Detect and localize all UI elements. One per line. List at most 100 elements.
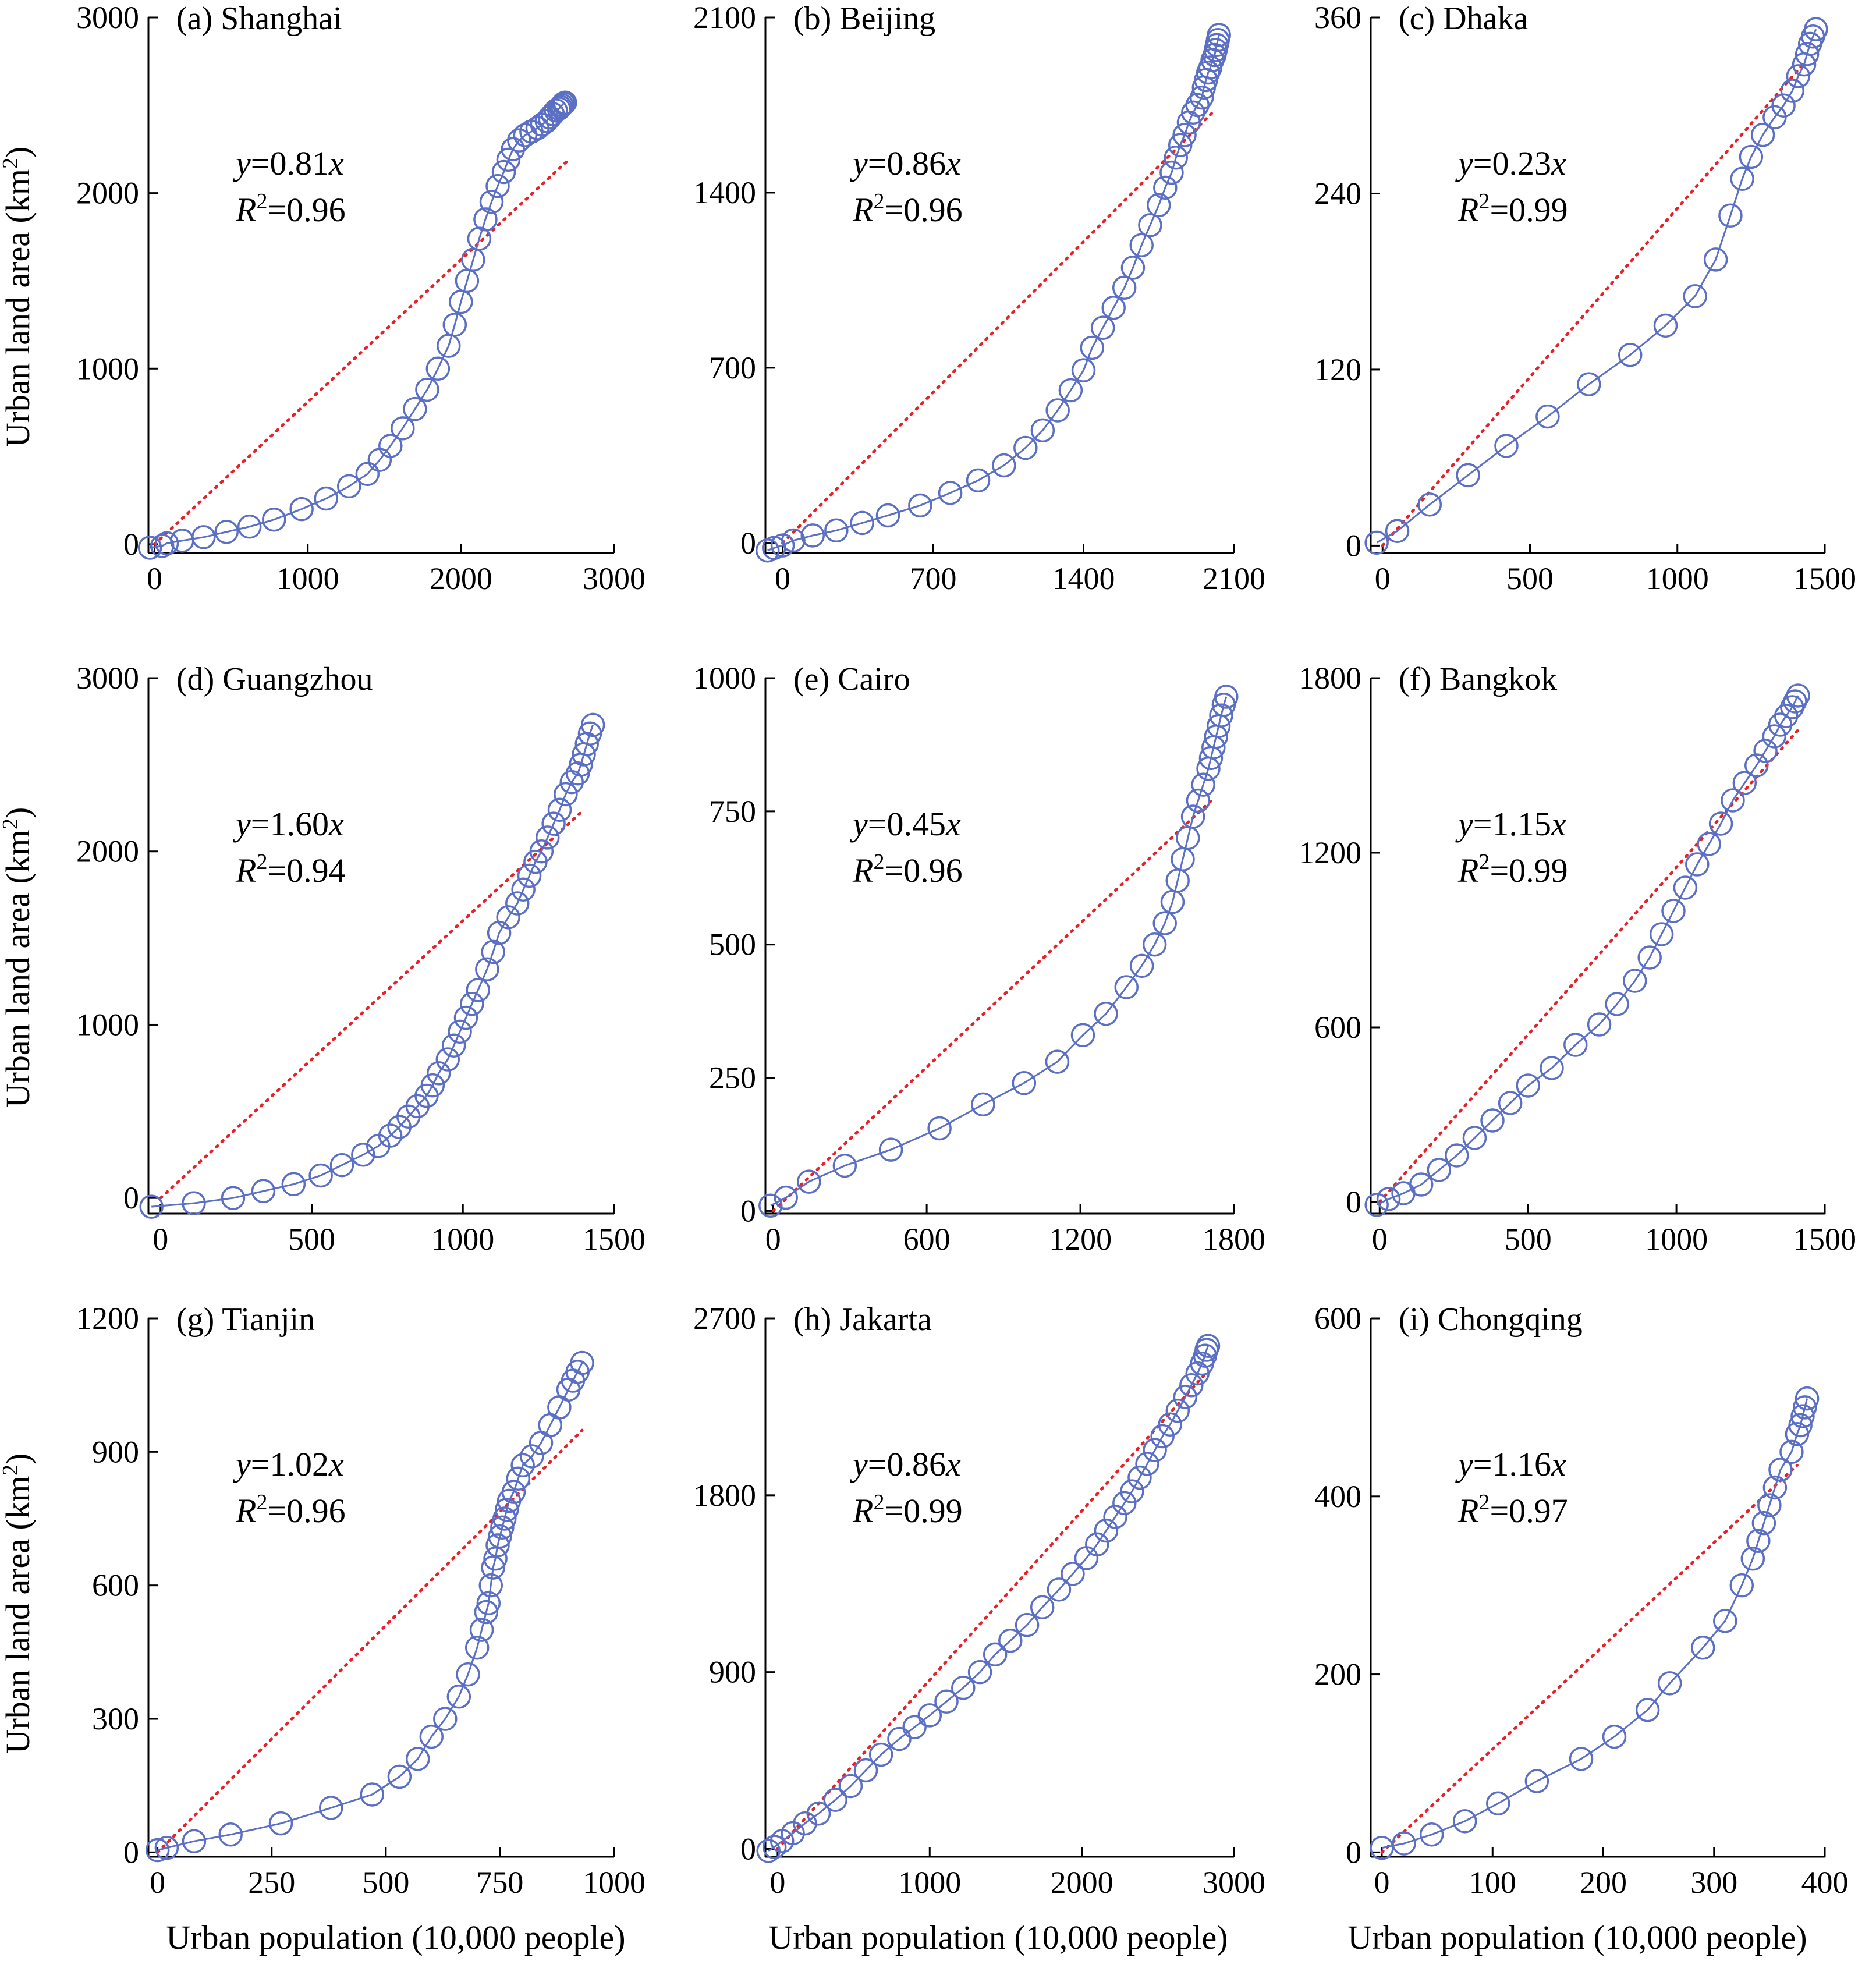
panel-5: 0 600 1200 1800 0 250 500 750 1000 (e) Cairo y=0.4…	[693, 661, 1265, 1257]
data-point	[154, 1835, 179, 1860]
data-point	[1058, 378, 1083, 403]
data-point	[853, 1758, 878, 1783]
fit-equation: y=1.16x	[1455, 1445, 1566, 1483]
data-point	[308, 1163, 333, 1188]
data-point	[547, 797, 572, 822]
r-squared: R2=0.99	[1457, 189, 1568, 229]
x-tick-label: 250	[248, 1865, 295, 1900]
data-point	[758, 1193, 783, 1218]
data-point	[1071, 358, 1096, 382]
data-point	[1120, 256, 1146, 280]
x-tick-label: 1000	[583, 1865, 646, 1900]
data-point	[992, 453, 1016, 478]
series-line	[1376, 695, 1799, 1206]
y-tick-label: 700	[709, 350, 756, 385]
x-tick-label: 1400	[1052, 561, 1115, 596]
series-line	[767, 34, 1220, 552]
data-point	[1732, 771, 1757, 795]
data-point	[927, 1116, 952, 1141]
r-superscript: 2	[873, 189, 884, 214]
data-point	[1683, 284, 1707, 308]
data-point	[510, 1453, 535, 1478]
r-squared: R2=0.96	[852, 850, 963, 889]
y-tick-label: 1000	[76, 351, 139, 386]
data-point	[774, 1185, 798, 1210]
fit-line	[776, 1374, 1205, 1850]
data-point	[1563, 1033, 1588, 1057]
data-point	[1214, 685, 1239, 709]
fit-equation: y=1.15x	[1455, 805, 1566, 843]
series-line	[1381, 1398, 1808, 1849]
y-tick-label: 0	[123, 1180, 139, 1215]
panel-title: (b) Beijing	[793, 1, 935, 37]
data-point	[492, 1506, 517, 1531]
data-point	[1142, 932, 1167, 957]
data-point	[1486, 1791, 1510, 1816]
data-point	[1090, 315, 1115, 340]
data-point	[1112, 1491, 1137, 1516]
data-point	[1094, 1518, 1119, 1543]
data-point	[281, 1172, 306, 1197]
y-tick-label: 0	[1346, 1835, 1361, 1870]
data-point	[351, 1143, 375, 1167]
equation-slope: =1.16	[1473, 1445, 1551, 1483]
data-point	[1129, 953, 1154, 978]
data-point	[479, 189, 504, 214]
r-letter: R	[235, 191, 256, 229]
data-point	[574, 732, 599, 756]
data-point	[1703, 247, 1728, 272]
r-value: =0.94	[267, 852, 345, 889]
data-point	[1427, 1158, 1452, 1182]
r-squared: R2=0.99	[852, 1490, 963, 1530]
data-point	[781, 528, 806, 553]
equation-x: x	[1551, 144, 1566, 182]
y-tick-label: 2700	[693, 1301, 756, 1336]
data-point	[1112, 275, 1137, 300]
data-point	[1708, 811, 1733, 836]
x-tick-label: 600	[903, 1222, 951, 1257]
y-tick-label: 200	[1314, 1657, 1361, 1692]
data-point	[966, 468, 991, 493]
data-point	[466, 978, 490, 1002]
y-tick-label: 2000	[76, 834, 139, 869]
data-point	[442, 313, 467, 337]
data-point	[1587, 1012, 1612, 1037]
y-tick-label: 300	[92, 1701, 139, 1736]
data-point	[1577, 372, 1601, 396]
data-point	[1729, 1573, 1754, 1598]
data-point	[1673, 875, 1698, 900]
r-superscript: 2	[873, 1490, 884, 1515]
fit-equation: y=0.86x	[850, 1445, 961, 1483]
data-point	[1780, 695, 1804, 719]
fit-line	[771, 797, 1215, 1212]
data-point	[1771, 93, 1796, 118]
x-axis-title-col-1: Urban population (10,000 people)	[166, 1919, 625, 1956]
x-tick-label: 0	[775, 561, 790, 596]
data-point	[1147, 193, 1171, 218]
r-letter: R	[235, 1492, 256, 1530]
equation-slope: =0.45	[868, 805, 946, 843]
data-point	[483, 1547, 508, 1571]
data-point	[456, 1662, 480, 1687]
r-squared: R2=0.97	[1457, 1490, 1568, 1530]
r-superscript: 2	[1478, 1490, 1490, 1515]
data-point	[1419, 1822, 1444, 1847]
data-point	[1690, 1635, 1715, 1660]
data-point	[1661, 899, 1686, 923]
y-tick-label: 0	[740, 1831, 756, 1866]
y-tick-label: 360	[1314, 0, 1361, 35]
equation-x: x	[945, 805, 961, 843]
y-tick-label: 2100	[693, 0, 756, 35]
r-superscript: 2	[256, 189, 267, 214]
series-line	[1376, 29, 1817, 544]
data-point	[1685, 852, 1710, 877]
r-letter: R	[1457, 1492, 1478, 1530]
data-point	[1762, 1475, 1788, 1500]
data-point	[378, 1123, 403, 1148]
data-point	[1101, 295, 1126, 320]
data-point	[1780, 79, 1805, 103]
x-tick-label: 500	[288, 1222, 335, 1257]
data-point	[517, 863, 542, 888]
data-point	[1786, 64, 1811, 88]
